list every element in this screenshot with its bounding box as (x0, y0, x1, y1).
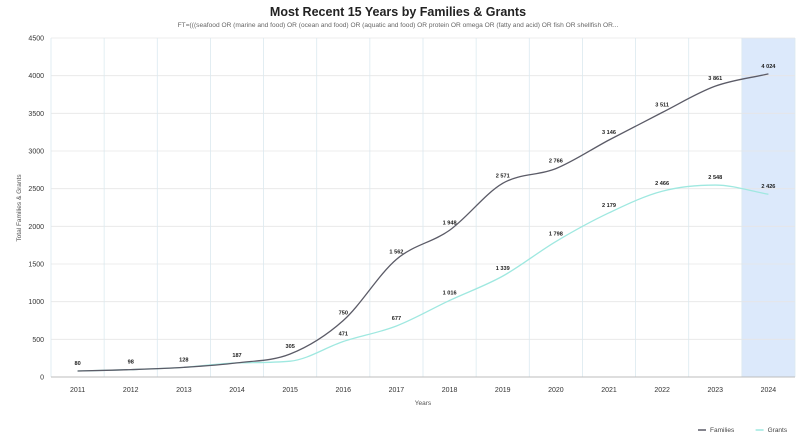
plot-area: 0 500 1000 1500 2000 2500 3000 3500 4000 4500 2011… (28, 36, 796, 394)
y-tick-label: 3500 (28, 111, 44, 118)
data-label-grants: 2 426 (761, 184, 775, 190)
x-tick-label: 2019 (495, 387, 511, 394)
data-label-families: 98 (128, 360, 134, 366)
data-label-families: 187 (232, 353, 241, 359)
data-label-families: 1 562 (389, 249, 403, 255)
series-line-families (77, 73, 769, 372)
data-label-grants: 2 466 (655, 181, 669, 187)
y-tick-label: 2500 (28, 186, 44, 193)
chart-title: Most Recent 15 Years by Families & Grant… (270, 5, 526, 19)
x-tick-label: 2018 (442, 387, 458, 394)
x-tick-label: 2022 (654, 387, 670, 394)
x-tick-label: 2016 (335, 387, 351, 394)
data-label-grants: 677 (392, 316, 401, 322)
x-tick-label: 2014 (229, 387, 245, 394)
data-label-families: 80 (74, 361, 80, 367)
x-axis-label: Years (415, 400, 432, 407)
y-tick-label: 3000 (28, 149, 44, 156)
legend-label-families: Families (710, 427, 735, 434)
x-tick-label: 2015 (282, 387, 298, 394)
data-label-grants: 471 (339, 332, 348, 338)
x-tick-label: 2021 (601, 387, 617, 394)
data-label-grants: 1 339 (496, 266, 510, 272)
x-tick-label: 2011 (70, 387, 85, 394)
highlight-band (741, 38, 795, 377)
data-label-families: 2 571 (496, 173, 510, 179)
x-tick-label: 2020 (548, 387, 564, 394)
y-tick-label: 1000 (28, 299, 44, 306)
y-axis-label: Total Families & Grants (16, 174, 23, 242)
chart-subtitle: FT=(((seafood OR (marine and food) OR (o… (178, 22, 619, 29)
legend-label-grants: Grants (768, 427, 788, 434)
y-tick-label: 4500 (28, 36, 44, 43)
y-tick-label: 0 (40, 375, 44, 382)
data-label-grants: 1 798 (549, 232, 563, 238)
data-label-families: 2 766 (549, 159, 563, 165)
data-label-families: 3 861 (708, 76, 722, 82)
data-label-grants: 2 548 (708, 175, 722, 181)
data-label-families: 4 024 (761, 64, 776, 70)
data-label-families: 1 948 (443, 220, 457, 226)
data-label-families: 305 (285, 344, 294, 350)
x-tick-label: 2017 (389, 387, 405, 394)
x-tick-label: 2023 (707, 387, 723, 394)
data-label-families: 3 146 (602, 130, 616, 136)
y-tick-label: 500 (32, 337, 44, 344)
y-tick-label: 1500 (28, 262, 44, 269)
x-tick-label: 2013 (176, 387, 192, 394)
y-tick-label: 2000 (28, 224, 44, 231)
data-label-grants: 2 179 (602, 203, 616, 209)
data-label-families: 128 (179, 357, 188, 363)
data-label-families: 750 (339, 311, 348, 317)
y-tick-label: 4000 (28, 73, 44, 80)
x-tick-label: 2024 (761, 387, 777, 394)
legend: Families Grants (698, 427, 788, 434)
data-label-families: 3 511 (655, 103, 669, 109)
data-label-grants: 1 016 (443, 290, 457, 296)
x-tick-label: 2012 (123, 387, 139, 394)
